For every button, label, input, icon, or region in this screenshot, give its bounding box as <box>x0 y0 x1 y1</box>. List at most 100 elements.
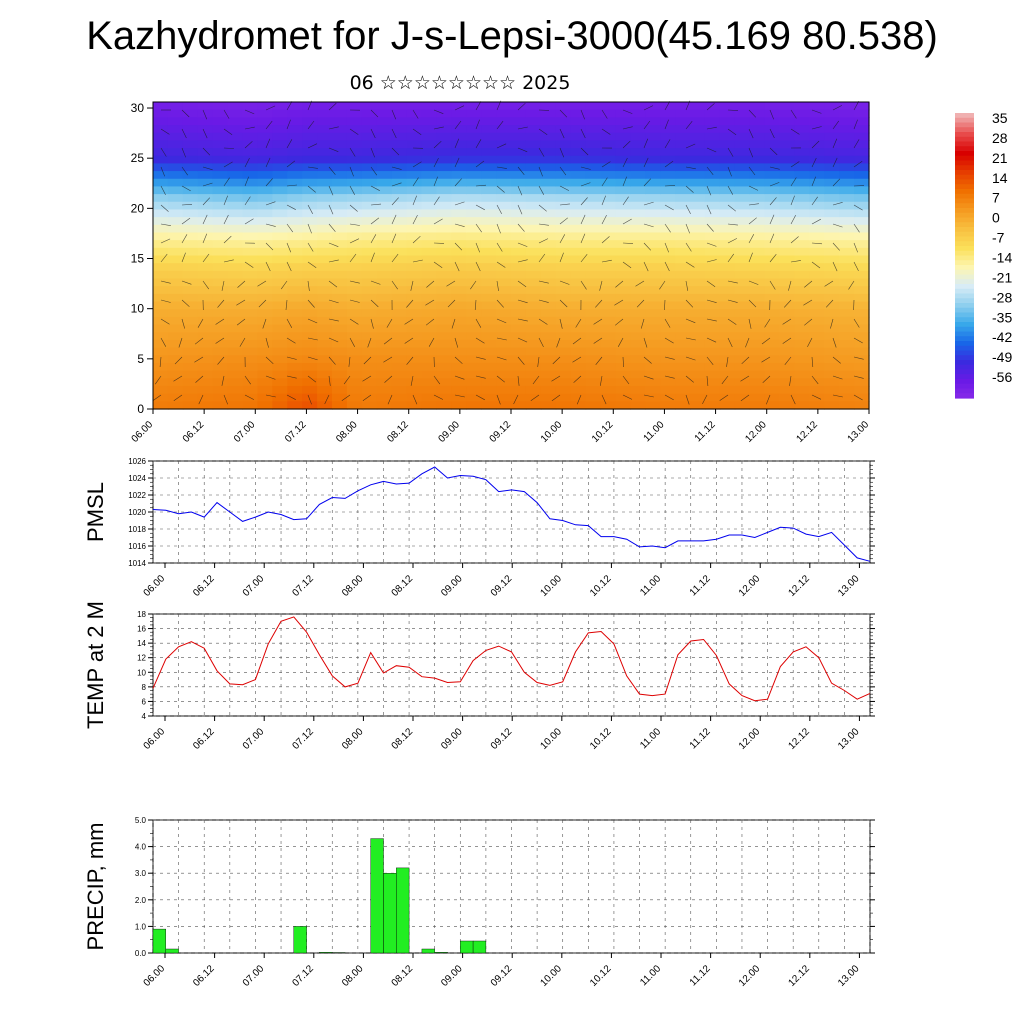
wind-barb <box>790 109 797 119</box>
heatmap-cell <box>585 140 602 149</box>
heatmap-cell <box>809 194 825 203</box>
wind-barb <box>454 105 465 111</box>
heatmap-cell <box>436 102 452 111</box>
heatmap-cell <box>257 217 273 226</box>
heatmap-cell <box>227 217 244 226</box>
heatmap-cell <box>481 194 497 203</box>
wind-barb <box>328 147 339 152</box>
heatmap-cell <box>645 109 661 118</box>
heatmap-cell <box>854 270 870 280</box>
wind-barb <box>853 261 859 272</box>
heatmap-cell <box>540 263 557 272</box>
wind-barb <box>328 280 338 288</box>
heatmap-cell <box>212 194 229 203</box>
wind-barb <box>412 394 418 405</box>
heatmap-cell <box>332 401 348 410</box>
x-tick-label: 09.12 <box>489 726 515 752</box>
wind-barb <box>160 238 171 244</box>
heatmap-cell <box>525 240 542 249</box>
heatmap-cell <box>719 194 736 203</box>
heatmap-cell <box>391 102 408 111</box>
heatmap-cell <box>153 209 169 218</box>
heatmap-cell <box>167 148 184 157</box>
wind-barb <box>572 337 582 345</box>
y-tick-label: 20 <box>131 201 145 215</box>
heatmap-cell <box>197 178 214 188</box>
heatmap-cell <box>794 194 810 203</box>
wind-barb <box>664 261 670 272</box>
heatmap-cell <box>436 194 452 203</box>
heatmap-cell <box>570 316 587 326</box>
heatmap-cell <box>794 355 810 364</box>
heatmap-cell <box>511 178 527 188</box>
heatmap-cell <box>436 385 452 395</box>
colorbar-swatch <box>955 393 974 399</box>
heatmap-cell <box>287 155 303 164</box>
wind-barb <box>286 394 296 400</box>
heatmap-cell <box>391 155 408 164</box>
heatmap-cell <box>227 324 244 333</box>
heatmap-cell <box>436 401 452 410</box>
heatmap-cell <box>391 401 408 410</box>
heatmap-cell <box>421 316 438 326</box>
heatmap-cell <box>451 263 467 272</box>
heatmap-cell <box>645 332 661 341</box>
heatmap-cell <box>630 370 646 379</box>
wind-barb <box>790 177 797 187</box>
heatmap-cell <box>690 378 706 387</box>
heatmap-cell <box>242 385 259 395</box>
wind-barb <box>853 356 864 360</box>
heatmap-cell <box>809 117 825 126</box>
heatmap-cell <box>660 247 676 257</box>
heatmap-cell <box>332 186 348 195</box>
heatmap-cell <box>809 148 825 157</box>
wind-barb <box>178 337 183 348</box>
heatmap-cell <box>690 125 706 134</box>
heatmap-cell <box>212 370 229 379</box>
wind-barb <box>451 318 456 329</box>
heatmap-cell <box>824 132 840 141</box>
heatmap-cell <box>257 148 273 157</box>
heatmap-cell <box>734 148 751 157</box>
heatmap-cell <box>540 178 557 188</box>
heatmap-cell <box>809 224 825 234</box>
heatmap-cell <box>570 293 587 303</box>
heatmap-cell <box>466 347 482 356</box>
wind-barb <box>328 166 336 175</box>
heatmap-cell <box>257 209 273 218</box>
heatmap-cell <box>167 140 184 149</box>
wind-barb <box>307 356 318 361</box>
wind-barb <box>790 236 799 244</box>
wind-barb <box>538 147 545 157</box>
heatmap-cell <box>406 355 423 364</box>
wind-barb <box>517 337 528 343</box>
heatmap-cell <box>466 186 482 195</box>
heatmap-cell <box>287 148 303 157</box>
heatmap-cell <box>600 270 617 280</box>
heatmap-cell <box>481 362 497 372</box>
heatmap-cell <box>719 370 736 379</box>
heatmap-cell <box>824 385 840 395</box>
heatmap-cell <box>391 324 408 333</box>
heatmap-cell <box>167 163 184 172</box>
heatmap-cell <box>391 194 408 203</box>
wind-barb <box>580 109 585 120</box>
x-tick-label: 10.00 <box>538 963 564 989</box>
heatmap-cell <box>734 324 751 333</box>
x-tick-label: 08.12 <box>390 573 416 599</box>
heatmap-cell <box>153 117 169 126</box>
heatmap-cell <box>719 332 736 341</box>
heatmap-cell <box>182 385 199 395</box>
heatmap-cell <box>525 355 542 364</box>
heatmap-cell <box>540 209 557 218</box>
heatmap-cell <box>272 286 288 295</box>
heatmap-cell <box>645 309 661 318</box>
heatmap-cell <box>600 293 617 303</box>
heatmap-cell <box>764 362 781 372</box>
heatmap-cell <box>496 224 512 234</box>
heatmap-cell <box>406 263 423 272</box>
heatmap-cell <box>227 240 244 249</box>
wind-barb <box>853 204 863 211</box>
heatmap-cell <box>257 163 273 172</box>
colorbar-swatch <box>955 255 974 261</box>
